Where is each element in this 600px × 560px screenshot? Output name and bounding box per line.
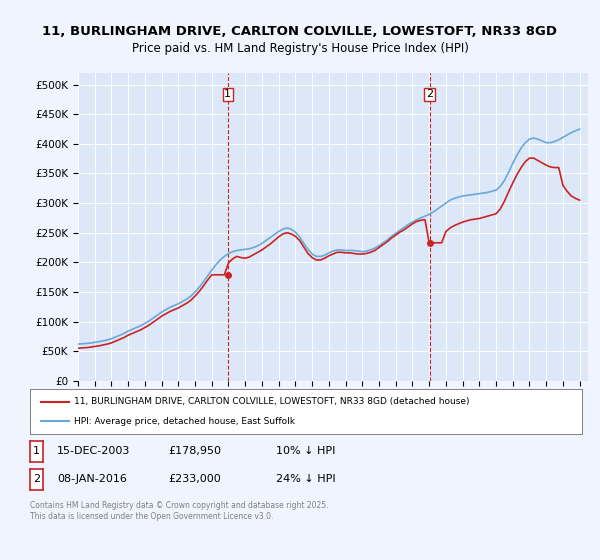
Text: 2: 2 [426, 90, 433, 99]
Text: Price paid vs. HM Land Registry's House Price Index (HPI): Price paid vs. HM Land Registry's House … [131, 42, 469, 55]
Text: £178,950: £178,950 [168, 446, 221, 456]
Text: 10% ↓ HPI: 10% ↓ HPI [276, 446, 335, 456]
Text: 11, BURLINGHAM DRIVE, CARLTON COLVILLE, LOWESTOFT, NR33 8GD: 11, BURLINGHAM DRIVE, CARLTON COLVILLE, … [43, 25, 557, 38]
Text: 08-JAN-2016: 08-JAN-2016 [57, 474, 127, 484]
Text: HPI: Average price, detached house, East Suffolk: HPI: Average price, detached house, East… [74, 417, 295, 426]
Text: Contains HM Land Registry data © Crown copyright and database right 2025.
This d: Contains HM Land Registry data © Crown c… [30, 501, 329, 521]
Text: 1: 1 [224, 90, 232, 99]
Text: £233,000: £233,000 [168, 474, 221, 484]
Text: 11, BURLINGHAM DRIVE, CARLTON COLVILLE, LOWESTOFT, NR33 8GD (detached house): 11, BURLINGHAM DRIVE, CARLTON COLVILLE, … [74, 397, 470, 406]
Text: 2: 2 [33, 474, 40, 484]
Text: 1: 1 [33, 446, 40, 456]
Text: 24% ↓ HPI: 24% ↓ HPI [276, 474, 335, 484]
Text: 15-DEC-2003: 15-DEC-2003 [57, 446, 130, 456]
